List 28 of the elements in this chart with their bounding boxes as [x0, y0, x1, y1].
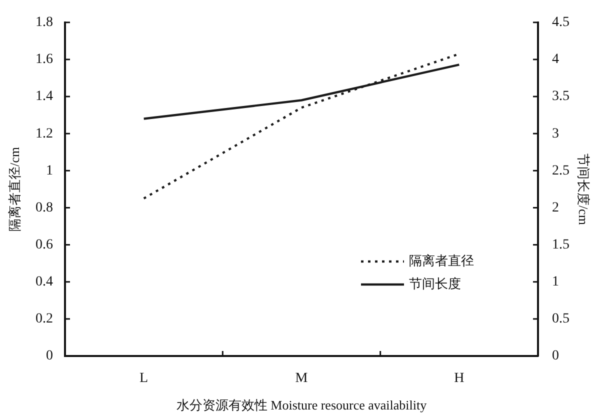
- y2-tick-label: 3.5: [552, 89, 570, 104]
- y-axis-title: 隔离者直径/cm: [7, 146, 22, 232]
- y-tick-label: 0.4: [36, 274, 53, 290]
- y2-tick-label: 1.5: [552, 237, 570, 252]
- y2-tick-label: 2: [552, 200, 559, 216]
- y-tick-label: 1.6: [36, 52, 53, 68]
- y-tick-label: 1.2: [36, 126, 53, 142]
- y2-tick-label: 3: [552, 126, 559, 142]
- y2-tick-label: 0: [552, 348, 559, 364]
- y-tick-label: 1: [46, 163, 53, 178]
- legend-label: 隔离者直径: [409, 252, 474, 268]
- y-tick-label: 0.6: [36, 237, 53, 252]
- y2-tick-label: 0.5: [552, 312, 570, 327]
- y-tick-label: 1.4: [36, 89, 53, 104]
- y2-tick-label: 4: [552, 52, 559, 68]
- y-tick-label: 0: [46, 348, 53, 364]
- y-tick-label: 1.8: [36, 15, 53, 30]
- y2-tick-label: 1: [552, 274, 559, 290]
- x-tick-label: L: [140, 371, 148, 386]
- y2-tick-label: 4.5: [552, 15, 570, 30]
- y-tick-label: 0.2: [36, 312, 53, 327]
- x-tick-label: H: [454, 371, 464, 386]
- legend-label: 节间长度: [409, 276, 461, 291]
- y2-axis-title: 节间长度/cm: [576, 153, 591, 225]
- y2-tick-label: 2.5: [552, 163, 570, 178]
- y-tick-label: 0.8: [36, 200, 53, 216]
- x-axis-title: 水分资源有效性 Moisture resource availability: [176, 398, 428, 413]
- x-tick-label: M: [295, 371, 308, 386]
